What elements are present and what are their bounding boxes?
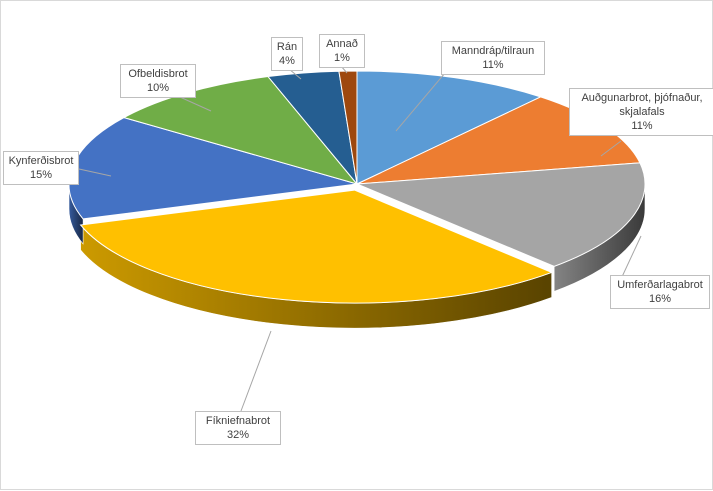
data-label-audgunarbrot: Auðgunarbrot, þjófnaður, skjalafals 11% (569, 88, 713, 136)
slice-label-text: Fíkniefnabrot (205, 415, 271, 427)
pie-slice-2 (356, 162, 646, 267)
slice-percent-text: 11% (631, 120, 653, 132)
leader-line-1 (600, 140, 622, 157)
pie-slice-3 (79, 189, 554, 304)
data-label-ofbeldisbrot: Ofbeldisbrot 10% (120, 64, 196, 98)
slice-label-text: Ofbeldisbrot (128, 68, 188, 80)
data-label-kynferdisbrot: Kynferðisbrot 15% (3, 151, 79, 185)
pie-slice-7 (338, 70, 358, 185)
slice-percent-text: 32% (226, 429, 250, 441)
data-label-manndrap: Manndráp/tilraun 11% (441, 41, 545, 75)
data-label-umferdarlagabrot: Umferðarlagabrot 16% (610, 275, 710, 309)
slice-percent-text: 15% (29, 169, 53, 181)
data-label-annad: Annað 1% (319, 34, 365, 68)
data-label-fikniefnabrot: Fíkniefnabrot 32% (195, 411, 281, 445)
leader-line-0 (395, 72, 446, 132)
slice-percent-text: 16% (648, 293, 672, 305)
slice-percent-text: 1% (334, 52, 350, 64)
pie-slice-0 (356, 70, 542, 185)
leader-line-3 (240, 330, 272, 412)
slice-label-text: Umferðarlagabrot (617, 279, 703, 291)
slice-label-text: Auðgunarbrot, þjófnaður, skjalafals (581, 92, 703, 118)
slice-percent-text: 10% (146, 82, 170, 94)
slice-percent-text: 4% (279, 55, 295, 67)
leader-line-2 (620, 235, 642, 280)
data-label-ran: Rán 4% (271, 37, 303, 71)
slice-label-text: Annað (326, 38, 358, 50)
leader-line-4 (78, 168, 112, 177)
slice-label-text: Rán (276, 41, 298, 53)
slice-label-text: Manndráp/tilraun (451, 45, 535, 57)
slice-label-text: Kynferðisbrot (8, 155, 74, 167)
slice-percent-text: 11% (482, 59, 504, 71)
